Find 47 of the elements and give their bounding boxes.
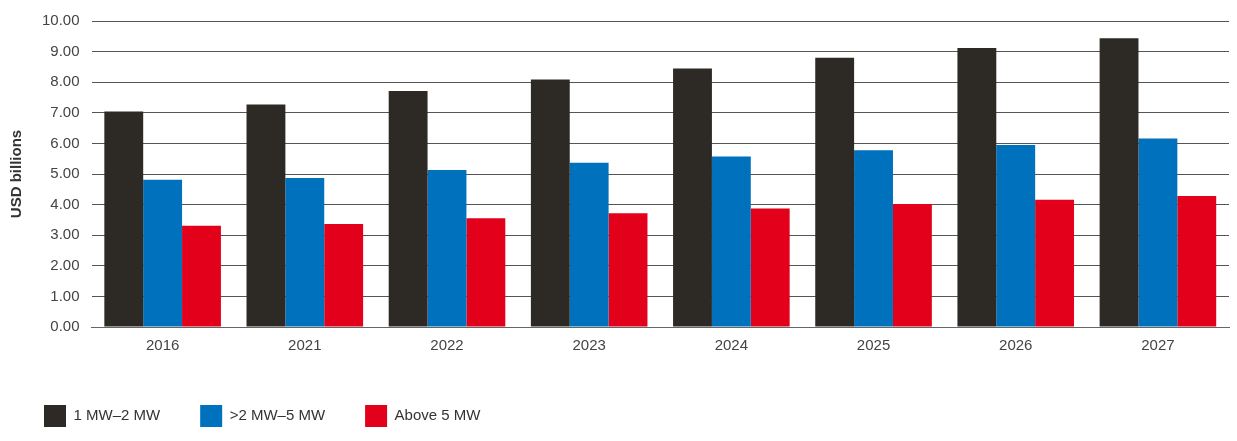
x-tick-label: 2024 xyxy=(714,336,749,354)
x-tick-label: 2027 xyxy=(1141,336,1175,354)
y-tick-label: 6.00 xyxy=(50,133,80,151)
bar xyxy=(815,57,855,327)
bar xyxy=(143,179,183,327)
bar xyxy=(246,104,286,327)
legend-label: >2 MW–5 MW xyxy=(229,406,326,424)
y-tick-label: 0.00 xyxy=(50,317,80,335)
bar xyxy=(324,223,364,327)
bar xyxy=(711,156,751,327)
bar xyxy=(466,218,506,327)
bar xyxy=(750,208,790,327)
bar xyxy=(854,150,893,327)
x-tick-label: 2023 xyxy=(572,336,606,354)
legend-label: Above 5 MW xyxy=(394,406,482,424)
y-tick-label: 7.00 xyxy=(50,102,80,120)
bar xyxy=(104,111,144,327)
bar xyxy=(608,213,648,327)
x-tick-label: 2026 xyxy=(999,336,1033,354)
y-tick-label: 10.00 xyxy=(41,11,80,29)
bar xyxy=(1138,138,1178,327)
y-tick-label: 5.00 xyxy=(50,164,80,182)
bar xyxy=(892,203,932,327)
legend-label: 1 MW–2 MW xyxy=(73,406,162,424)
bar xyxy=(1177,196,1217,327)
bar xyxy=(673,68,712,327)
y-tick-label: 3.00 xyxy=(50,225,80,243)
y-tick-label: 8.00 xyxy=(50,72,80,90)
x-tick-label: 2016 xyxy=(145,336,180,354)
x-tick-label: 2021 xyxy=(288,336,322,354)
y-tick-label: 4.00 xyxy=(50,194,80,212)
x-tick-label: 2022 xyxy=(430,336,464,354)
bar xyxy=(427,170,467,327)
bar xyxy=(957,47,997,327)
bar xyxy=(1099,38,1139,327)
bar xyxy=(996,144,1036,327)
x-tick-label: 2025 xyxy=(856,336,891,354)
bar xyxy=(530,79,570,327)
y-tick-label: 1.00 xyxy=(50,286,80,304)
bar xyxy=(182,225,221,327)
y-axis-title: USD billions xyxy=(7,129,25,219)
y-tick-label: 2.00 xyxy=(50,255,80,273)
y-tick-label: 9.00 xyxy=(50,41,80,59)
bar xyxy=(1035,199,1075,327)
bar xyxy=(569,162,609,327)
bar xyxy=(388,91,428,327)
bar xyxy=(285,177,325,327)
